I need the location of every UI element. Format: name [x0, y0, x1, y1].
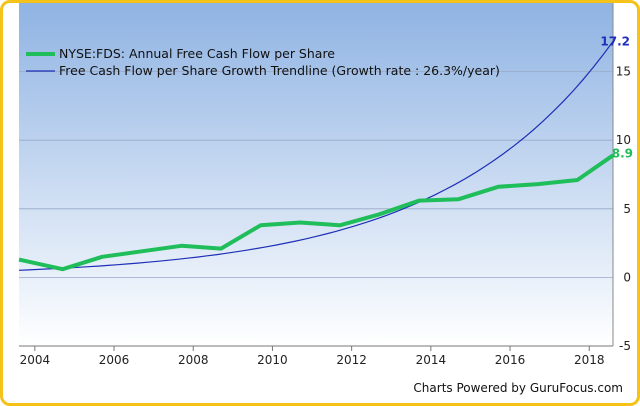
- chart-credit: Charts Powered by GuruFocus.com: [413, 381, 623, 395]
- x-tick-label: 2018: [574, 353, 605, 367]
- legend: NYSE:FDS: Annual Free Cash Flow per Shar…: [26, 46, 500, 78]
- y-axis-ticks: -5 0 5 10 15: [616, 65, 631, 353]
- grid-lines: [19, 3, 614, 347]
- y-tick-label: -5: [619, 339, 631, 353]
- x-tick-label: 2014: [416, 353, 447, 367]
- x-tick-label: 2006: [99, 353, 130, 367]
- y-tick-label: 15: [616, 65, 631, 79]
- x-axis-ticks: 2004 2006 2008 2010 2012 2014 2016 2018: [20, 346, 605, 367]
- x-tick-label: 2004: [20, 353, 51, 367]
- end-labels: 17.2 8.9: [600, 34, 633, 160]
- line-chart: 2004 2006 2008 2010 2012 2014 2016 2018 -505101…: [18, 3, 633, 367]
- series-lines: [18, 41, 615, 272]
- y-tick-label: 5: [623, 202, 631, 216]
- x-tick-label: 2012: [336, 353, 367, 367]
- series-line-trendline: [18, 41, 614, 271]
- x-tick-label: 2010: [257, 353, 288, 367]
- x-tick-label: 2008: [178, 353, 209, 367]
- legend-label-trendline: Free Cash Flow per Share Growth Trendlin…: [59, 63, 500, 78]
- y-tick-label: 0: [623, 270, 631, 284]
- y-tick-label: 10: [616, 133, 631, 147]
- series-line-fcf: [18, 153, 615, 272]
- legend-label-fcf: NYSE:FDS: Annual Free Cash Flow per Shar…: [59, 46, 335, 61]
- plot-background: [19, 3, 613, 346]
- x-tick-label: 2016: [495, 353, 526, 367]
- end-label-fcf: 8.9: [612, 146, 633, 160]
- end-label-trendline: 17.2: [600, 34, 630, 48]
